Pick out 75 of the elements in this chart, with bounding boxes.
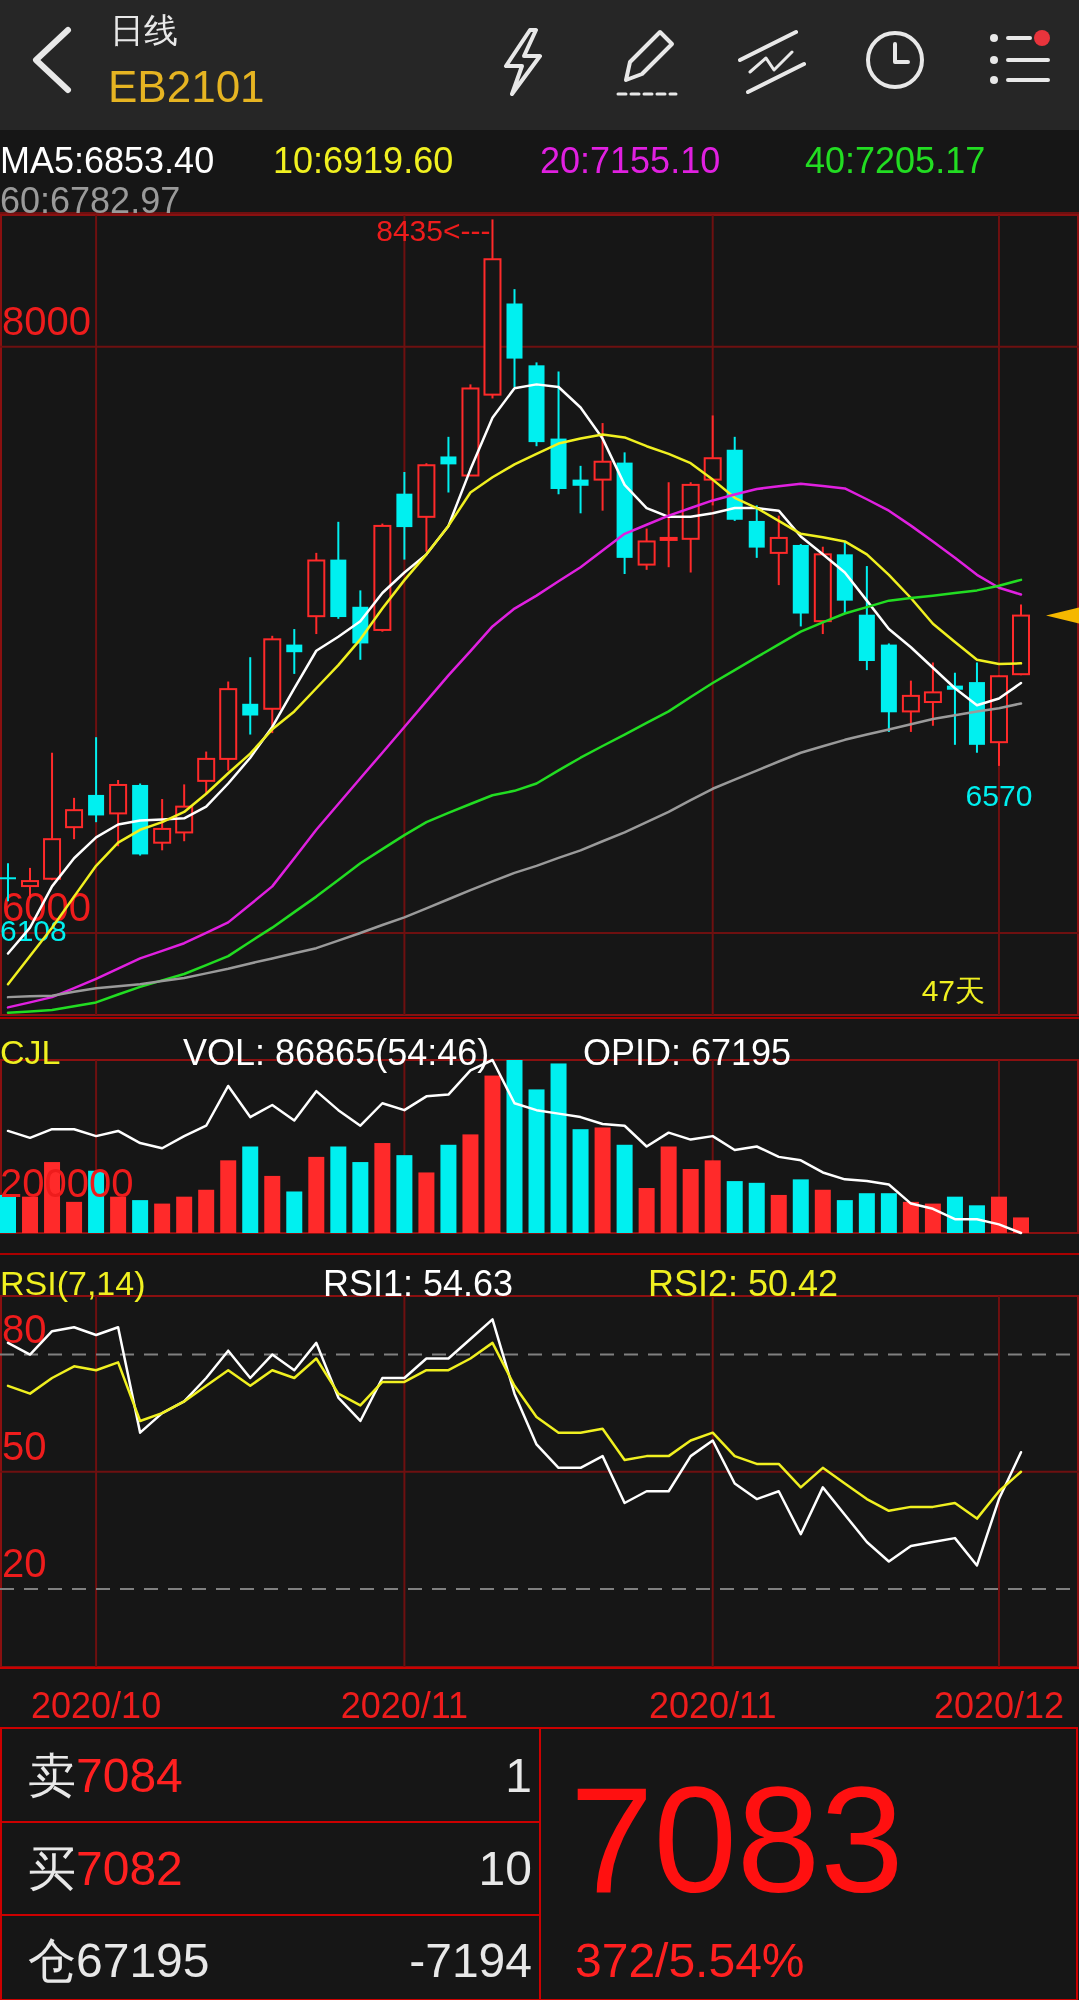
bar <box>506 1060 523 1233</box>
bar <box>704 1160 721 1233</box>
bar <box>880 1193 897 1233</box>
bar <box>528 1089 545 1233</box>
bar <box>550 1063 567 1233</box>
bar <box>352 1162 369 1233</box>
x-tick-label: 2020/10 <box>31 1684 162 1726</box>
bar <box>990 1196 1007 1233</box>
bar <box>264 1175 281 1233</box>
text: 买7082 <box>28 1841 183 1895</box>
bar <box>176 1196 193 1233</box>
bar <box>154 1203 171 1233</box>
chart-title: RSI(7,14) <box>0 1264 146 1302</box>
bar <box>242 1146 259 1233</box>
y-tick-label: 80 <box>2 1306 47 1351</box>
bar <box>132 1200 149 1233</box>
y-tick-label: 20 <box>2 1540 47 1585</box>
y-tick-label: 50 <box>2 1423 47 1468</box>
bar <box>418 1172 435 1233</box>
text: 1 <box>505 1748 532 1802</box>
bar <box>638 1188 655 1233</box>
y-tick-label: 8000 <box>2 298 91 343</box>
bar <box>198 1189 215 1233</box>
series-label: RSI1: 54.63 <box>323 1262 514 1304</box>
bar <box>286 1191 303 1233</box>
chart-title: 日线 <box>110 11 178 49</box>
annotation: VOL: 86865(54:46) <box>183 1031 490 1073</box>
bar <box>836 1200 853 1233</box>
bar <box>440 1144 457 1233</box>
bar <box>1013 1217 1029 1233</box>
text: MA5:6853.40 <box>0 139 215 181</box>
bar <box>726 1181 743 1233</box>
text: 20:7155.10 <box>540 139 721 181</box>
bar <box>484 1075 501 1233</box>
series-label: OPID: 67195 <box>583 1031 792 1073</box>
x-tick-label: 2020/12 <box>933 1684 1065 1726</box>
bar <box>66 1201 83 1233</box>
bar <box>22 1196 39 1233</box>
bar <box>594 1127 611 1233</box>
chart-subtitle: EB2101 <box>108 61 265 111</box>
bar <box>462 1134 479 1233</box>
bar <box>308 1156 325 1233</box>
bar <box>374 1143 391 1233</box>
text: 372/5.54% <box>575 1933 805 1987</box>
annotation: 8435<--- <box>376 214 491 248</box>
chart-title: CJL <box>0 1033 61 1071</box>
x-tick-label: 2020/11 <box>648 1684 777 1726</box>
annotation: 47天 <box>921 973 985 1007</box>
text: 60:6782.97 <box>0 179 181 221</box>
x-tick-label: 2020/11 <box>340 1684 469 1726</box>
bar <box>814 1189 831 1233</box>
bar <box>792 1179 809 1233</box>
bar <box>572 1129 589 1233</box>
bar <box>396 1155 413 1233</box>
annotation: 6570 <box>965 778 1033 812</box>
text: 40:7205.17 <box>805 139 986 181</box>
bar <box>858 1193 875 1233</box>
bar <box>660 1146 677 1233</box>
bar <box>330 1146 347 1233</box>
bar <box>770 1194 787 1233</box>
text: 仓67195 <box>28 1933 210 1987</box>
text: RSI2: 50.42 <box>648 1262 839 1304</box>
text: 10:6919.60 <box>273 139 454 181</box>
text: 10 <box>478 1841 532 1895</box>
bar <box>682 1168 699 1233</box>
bar <box>946 1196 963 1233</box>
text: -7194 <box>409 1933 532 1987</box>
text: 7083 <box>570 1756 904 1924</box>
bar <box>220 1160 237 1233</box>
bar <box>110 1196 127 1233</box>
bar <box>968 1205 985 1233</box>
bar <box>748 1182 765 1233</box>
bar <box>902 1201 919 1233</box>
text: 卖7084 <box>28 1748 183 1802</box>
bar <box>616 1144 633 1233</box>
